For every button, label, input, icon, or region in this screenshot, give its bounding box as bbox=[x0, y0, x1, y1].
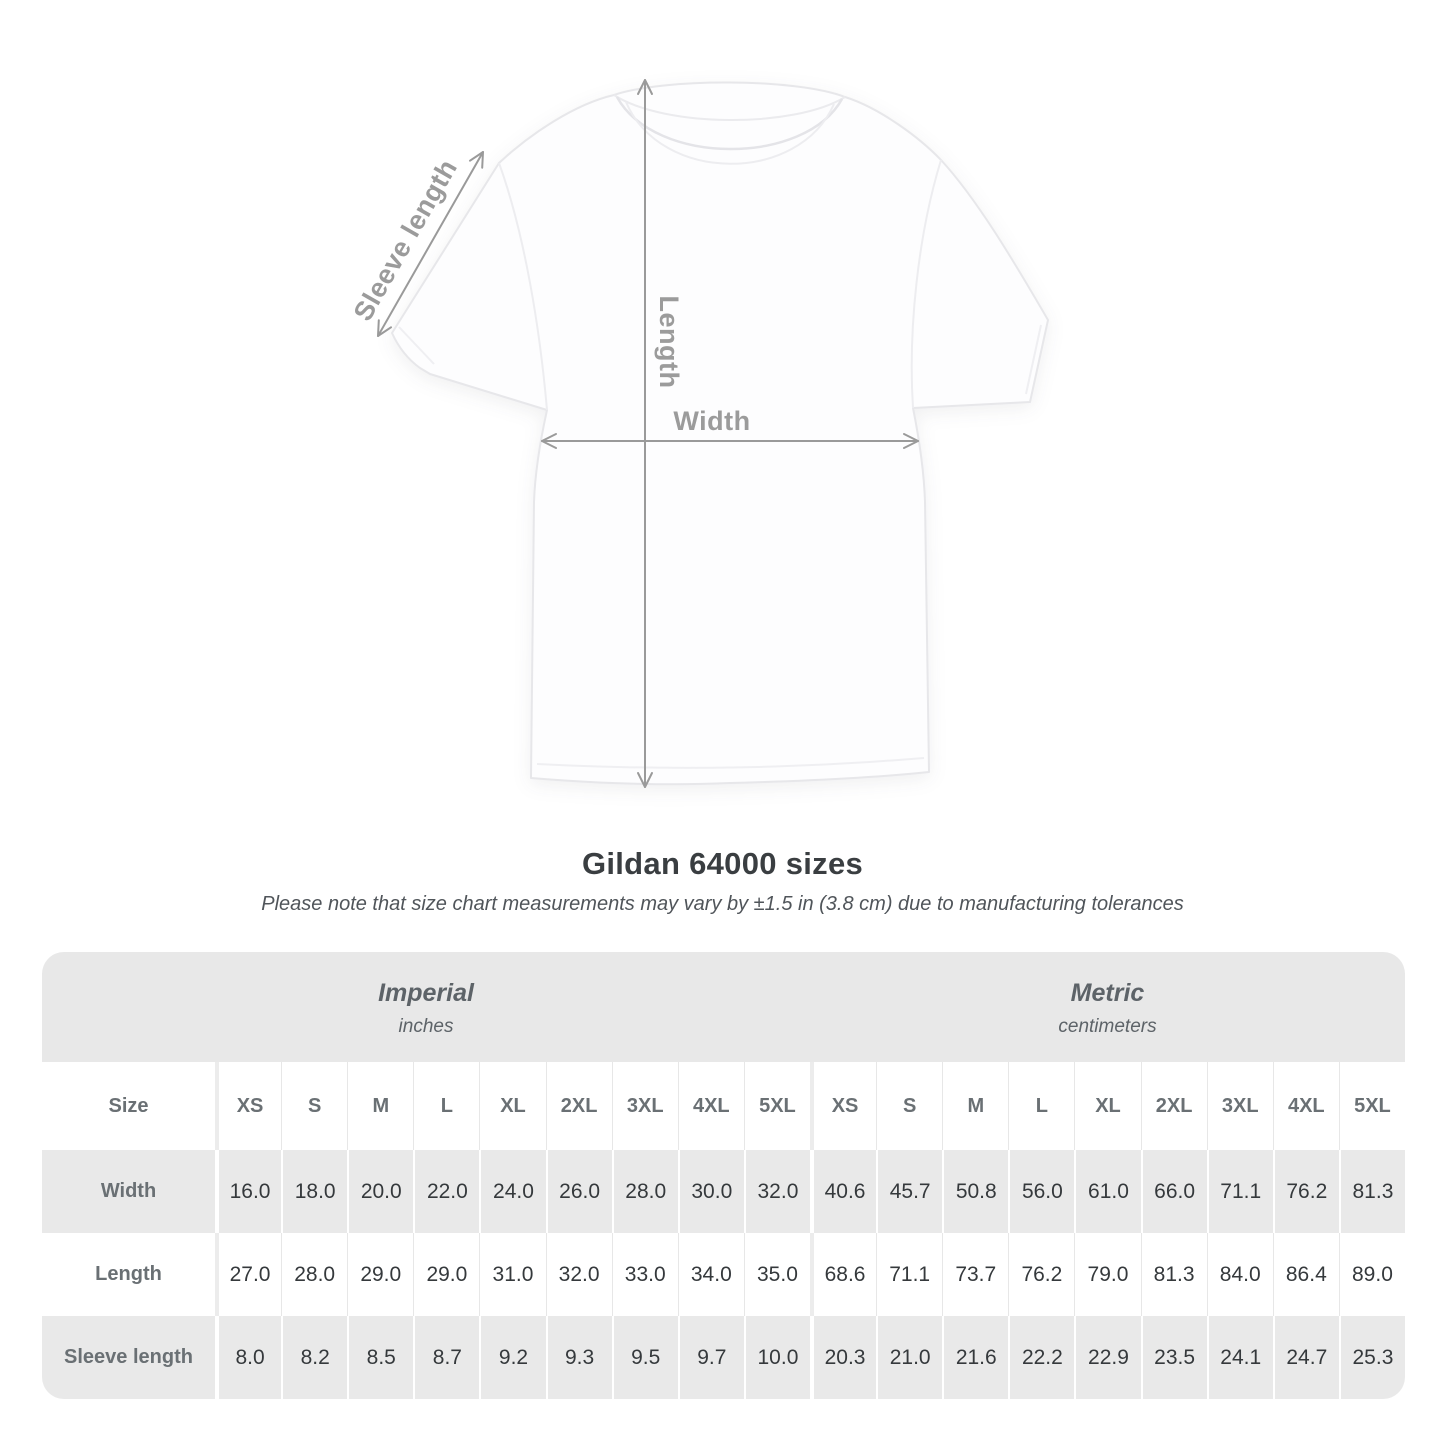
size-header-cell: XS bbox=[810, 1062, 876, 1150]
size-header-cell: 2XL bbox=[1140, 1062, 1207, 1150]
value-cell: 28.0 bbox=[281, 1233, 347, 1316]
row-label: Width bbox=[100, 1180, 157, 1202]
size-header-cell: 3XL bbox=[611, 1062, 678, 1150]
width-arrow bbox=[541, 433, 919, 449]
table-row-sleeve-length: Sleeve length 8.0 8.2 8.5 8.7 9.2 9.3 9.… bbox=[42, 1316, 1405, 1399]
value-cell: 9.2 bbox=[479, 1316, 545, 1399]
imperial-title: Imperial bbox=[378, 978, 474, 1007]
value-cell: 28.0 bbox=[611, 1150, 678, 1233]
size-header-cell: M bbox=[942, 1062, 1008, 1150]
value-cell: 8.7 bbox=[413, 1316, 479, 1399]
size-header-cell: 3XL bbox=[1206, 1062, 1273, 1150]
value-cell: 33.0 bbox=[611, 1233, 678, 1316]
value-cell: 89.0 bbox=[1338, 1233, 1405, 1316]
value-cell: 22.0 bbox=[413, 1150, 479, 1233]
value-cell: 30.0 bbox=[677, 1150, 744, 1233]
row-label: Length bbox=[95, 1263, 162, 1285]
value-cell: 29.0 bbox=[347, 1233, 413, 1316]
size-header-cell: 5XL bbox=[1338, 1062, 1405, 1150]
metric-title: Metric bbox=[1070, 978, 1145, 1007]
value-cell: 56.0 bbox=[1008, 1150, 1074, 1233]
size-header-cell: XL bbox=[479, 1062, 545, 1150]
width-label: Width bbox=[673, 406, 750, 436]
value-cell: 81.3 bbox=[1338, 1150, 1405, 1233]
value-cell: 9.7 bbox=[677, 1316, 744, 1399]
value-cell: 31.0 bbox=[479, 1233, 545, 1316]
table-row-length: Length 27.0 28.0 29.0 29.0 31.0 32.0 33.… bbox=[42, 1233, 1405, 1316]
size-header-cell: L bbox=[413, 1062, 479, 1150]
value-cell: 20.3 bbox=[810, 1316, 876, 1399]
value-cell: 9.5 bbox=[611, 1316, 678, 1399]
value-cell: 66.0 bbox=[1140, 1150, 1207, 1233]
value-cell: 50.8 bbox=[942, 1150, 1008, 1233]
value-cell: 76.2 bbox=[1272, 1150, 1339, 1233]
value-cell: 24.0 bbox=[479, 1150, 545, 1233]
value-cell: 79.0 bbox=[1074, 1233, 1140, 1316]
size-header-cell: S bbox=[876, 1062, 942, 1150]
value-cell: 16.0 bbox=[215, 1150, 281, 1233]
value-cell: 81.3 bbox=[1140, 1233, 1207, 1316]
value-cell: 73.7 bbox=[942, 1233, 1008, 1316]
value-cell: 61.0 bbox=[1074, 1150, 1140, 1233]
table-row-width: Width 16.0 18.0 20.0 22.0 24.0 26.0 28.0… bbox=[42, 1150, 1405, 1233]
metric-unit: centimeters bbox=[1058, 1015, 1157, 1037]
length-arrow bbox=[637, 79, 653, 788]
size-header-cell: XS bbox=[215, 1062, 281, 1150]
value-cell: 21.0 bbox=[876, 1316, 942, 1399]
value-cell: 40.6 bbox=[810, 1150, 876, 1233]
size-header-cell: 4XL bbox=[677, 1062, 744, 1150]
size-header-cell: S bbox=[281, 1062, 347, 1150]
value-cell: 22.2 bbox=[1008, 1316, 1074, 1399]
value-cell: 24.7 bbox=[1272, 1316, 1339, 1399]
value-cell: 86.4 bbox=[1272, 1233, 1339, 1316]
value-cell: 9.3 bbox=[545, 1316, 612, 1399]
value-cell: 8.2 bbox=[281, 1316, 347, 1399]
size-header-row: Size XS S M L XL 2XL 3XL 4XL 5XL XS S M … bbox=[42, 1062, 1405, 1150]
size-header-cell: 5XL bbox=[743, 1062, 810, 1150]
page-title: Gildan 64000 sizes bbox=[581, 846, 864, 881]
value-cell: 32.0 bbox=[545, 1233, 612, 1316]
unit-band: Imperial inches Metric centimeters bbox=[42, 952, 1405, 1062]
size-header-cell: M bbox=[347, 1062, 413, 1150]
value-cell: 35.0 bbox=[743, 1233, 810, 1316]
imperial-unit: inches bbox=[398, 1015, 454, 1037]
size-header-cell: 4XL bbox=[1272, 1062, 1339, 1150]
tolerance-note: Please note that size chart measurements… bbox=[261, 893, 1184, 915]
value-cell: 68.6 bbox=[810, 1233, 876, 1316]
value-cell: 10.0 bbox=[743, 1316, 810, 1399]
size-corner-cell: Size bbox=[108, 1094, 149, 1117]
value-cell: 34.0 bbox=[677, 1233, 744, 1316]
value-cell: 23.5 bbox=[1140, 1316, 1207, 1399]
measurement-arrows bbox=[377, 79, 919, 788]
value-cell: 20.0 bbox=[347, 1150, 413, 1233]
sleeve-length-arrow bbox=[377, 151, 484, 337]
value-cell: 21.6 bbox=[942, 1316, 1008, 1399]
value-cell: 8.5 bbox=[347, 1316, 413, 1399]
value-cell: 27.0 bbox=[215, 1233, 281, 1316]
value-cell: 26.0 bbox=[545, 1150, 612, 1233]
value-cell: 24.1 bbox=[1206, 1316, 1273, 1399]
imperial-group-header: Imperial inches bbox=[42, 952, 810, 1062]
length-label: Length bbox=[654, 296, 684, 389]
value-cell: 45.7 bbox=[876, 1150, 942, 1233]
value-cell: 18.0 bbox=[281, 1150, 347, 1233]
value-cell: 84.0 bbox=[1206, 1233, 1273, 1316]
size-table: Imperial inches Metric centimeters Size … bbox=[42, 952, 1405, 1399]
value-cell: 8.0 bbox=[215, 1316, 281, 1399]
size-header-cell: 2XL bbox=[545, 1062, 612, 1150]
metric-group-header: Metric centimeters bbox=[810, 952, 1405, 1062]
tshirt-measurement-diagram: Sleeve length Length Width bbox=[348, 79, 1049, 788]
value-cell: 71.1 bbox=[876, 1233, 942, 1316]
row-label: Sleeve length bbox=[64, 1346, 193, 1368]
value-cell: 71.1 bbox=[1206, 1150, 1273, 1233]
value-cell: 25.3 bbox=[1338, 1316, 1405, 1399]
value-cell: 22.9 bbox=[1074, 1316, 1140, 1399]
size-header-cell: L bbox=[1008, 1062, 1074, 1150]
value-cell: 32.0 bbox=[743, 1150, 810, 1233]
value-cell: 29.0 bbox=[413, 1233, 479, 1316]
value-cell: 76.2 bbox=[1008, 1233, 1074, 1316]
tshirt-graphic bbox=[391, 81, 1049, 786]
size-header-cell: XL bbox=[1074, 1062, 1140, 1150]
